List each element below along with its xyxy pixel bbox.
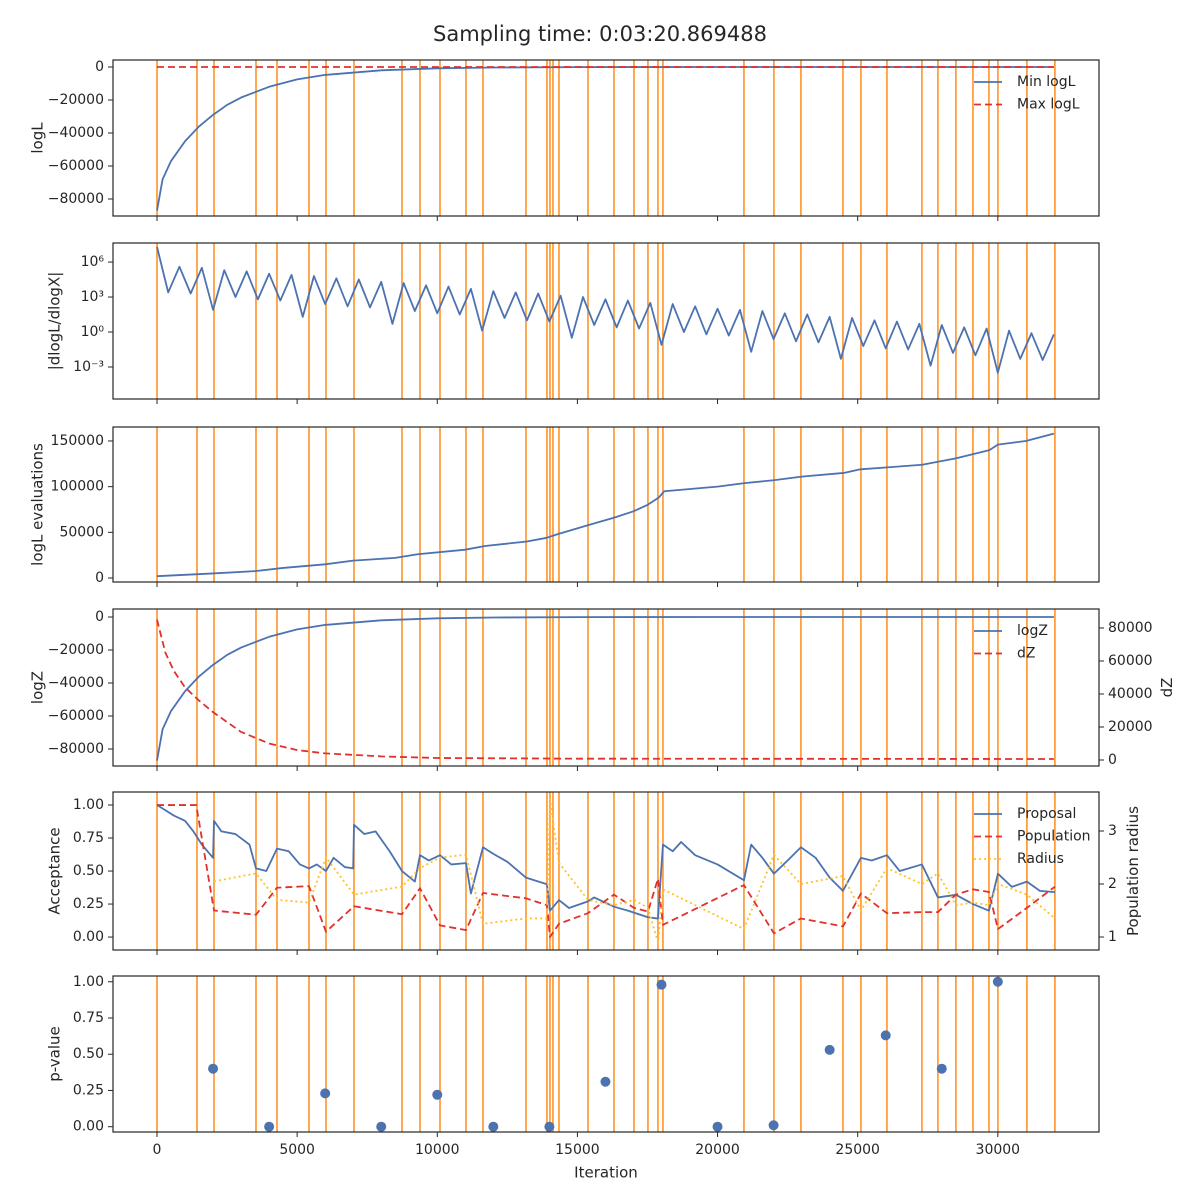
- point: [544, 1121, 555, 1132]
- y-tick-label: 1.00: [73, 974, 104, 990]
- point: [432, 1089, 443, 1100]
- point: [712, 1121, 723, 1132]
- point: [936, 1063, 947, 1074]
- axes-frame: [112, 791, 1100, 951]
- legend-label: Radius: [1017, 851, 1064, 867]
- series-line: [156, 246, 1055, 374]
- y-axis-label: logZ: [29, 671, 47, 704]
- y-tick-label: 0.25: [73, 896, 104, 912]
- y2-tick-label: 3: [1108, 823, 1117, 839]
- series-line: [156, 616, 1054, 761]
- y-tick-label: 0.00: [73, 929, 104, 945]
- y-tick-label: 10⁰: [81, 324, 105, 340]
- point: [992, 976, 1003, 987]
- x-axis-label: Iteration: [574, 1164, 638, 1182]
- y-tick-label: −40000: [48, 675, 104, 691]
- y2-tick-label: 80000: [1108, 620, 1153, 636]
- x-tick-label: 10000: [415, 1142, 460, 1158]
- series-line: [213, 798, 1056, 944]
- point: [208, 1063, 219, 1074]
- figure-title: Sampling time: 0:03:20.869488: [433, 22, 767, 46]
- y-tick-label: 0: [95, 609, 104, 625]
- legend-label: Max logL: [1017, 97, 1080, 113]
- point: [600, 1076, 611, 1087]
- y-tick-label: −80000: [48, 741, 104, 757]
- y-tick-label: 0.25: [73, 1082, 104, 1098]
- y-axis-label: logL: [29, 122, 47, 154]
- y-tick-label: 0: [95, 59, 104, 75]
- y-axis-label: Acceptance: [46, 827, 64, 914]
- series-line: [157, 804, 1056, 938]
- point: [264, 1121, 275, 1132]
- axes-frame: [112, 608, 1100, 767]
- legend-label: Min logL: [1017, 74, 1076, 90]
- x-tick-label: 20000: [695, 1142, 740, 1158]
- y2-tick-label: 0: [1108, 752, 1117, 768]
- y-tick-label: 0.50: [73, 863, 104, 879]
- y2-axis-label: dZ: [1158, 678, 1176, 698]
- plot-area: [156, 243, 1056, 399]
- y-tick-label: −40000: [48, 125, 104, 141]
- y2-tick-label: 20000: [1108, 719, 1153, 735]
- y-tick-label: 50000: [59, 524, 104, 540]
- y-axis-label: logL evaluations: [29, 443, 47, 566]
- point: [376, 1121, 387, 1132]
- y-tick-label: −20000: [48, 642, 104, 658]
- axes-frame: [112, 242, 1100, 400]
- x-tick-label: 25000: [835, 1142, 880, 1158]
- y-tick-label: 150000: [51, 433, 104, 449]
- axes-frame: [112, 59, 1100, 217]
- y-tick-label: 0.75: [73, 1010, 104, 1026]
- point: [880, 1030, 891, 1041]
- point: [768, 1120, 779, 1131]
- y-tick-label: −80000: [48, 191, 104, 207]
- legend-label: Proposal: [1017, 806, 1076, 822]
- axes-frame: [112, 975, 1100, 1133]
- x-tick-label: 5000: [279, 1142, 315, 1158]
- y-tick-label: 0: [95, 570, 104, 586]
- point: [656, 979, 667, 990]
- legend-label: logZ: [1017, 623, 1048, 639]
- y-tick-label: 10³: [81, 289, 104, 305]
- plot-area: [156, 427, 1056, 582]
- series-line: [156, 619, 1054, 760]
- y-axis-label: p-value: [46, 1026, 64, 1082]
- plot-area: [156, 976, 1056, 1132]
- axes-frame: [112, 426, 1100, 583]
- point: [320, 1088, 331, 1099]
- plot-area: [156, 60, 1056, 216]
- y2-axis-label: Population radius: [1124, 806, 1142, 936]
- point: [488, 1121, 499, 1132]
- y-tick-label: 0.00: [73, 1119, 104, 1135]
- y2-tick-label: 2: [1108, 876, 1117, 892]
- y-axis-label: |dlogL/dlogX|: [46, 272, 64, 371]
- series-line: [156, 804, 1055, 920]
- y-tick-label: 100000: [51, 479, 104, 495]
- legend-label: Population: [1017, 829, 1091, 845]
- y-tick-label: 10⁻³: [73, 359, 104, 375]
- y-tick-label: 1.00: [73, 797, 104, 813]
- y-tick-label: 0.75: [73, 830, 104, 846]
- x-tick-label: 30000: [976, 1142, 1021, 1158]
- y-tick-label: 0.50: [73, 1046, 104, 1062]
- x-tick-label: 0: [153, 1142, 162, 1158]
- y2-tick-label: 60000: [1108, 653, 1153, 669]
- series-line: [156, 432, 1055, 578]
- x-tick-label: 15000: [555, 1142, 600, 1158]
- legend-label: dZ: [1017, 646, 1035, 662]
- y-tick-label: −60000: [48, 158, 104, 174]
- y2-tick-label: 1: [1108, 929, 1117, 945]
- plot-area: [156, 609, 1056, 766]
- point: [824, 1044, 835, 1055]
- y-tick-label: −60000: [48, 708, 104, 724]
- y-tick-label: 10⁶: [81, 254, 105, 270]
- y-tick-label: −20000: [48, 92, 104, 108]
- y2-tick-label: 40000: [1108, 686, 1153, 702]
- plot-area: [156, 792, 1056, 950]
